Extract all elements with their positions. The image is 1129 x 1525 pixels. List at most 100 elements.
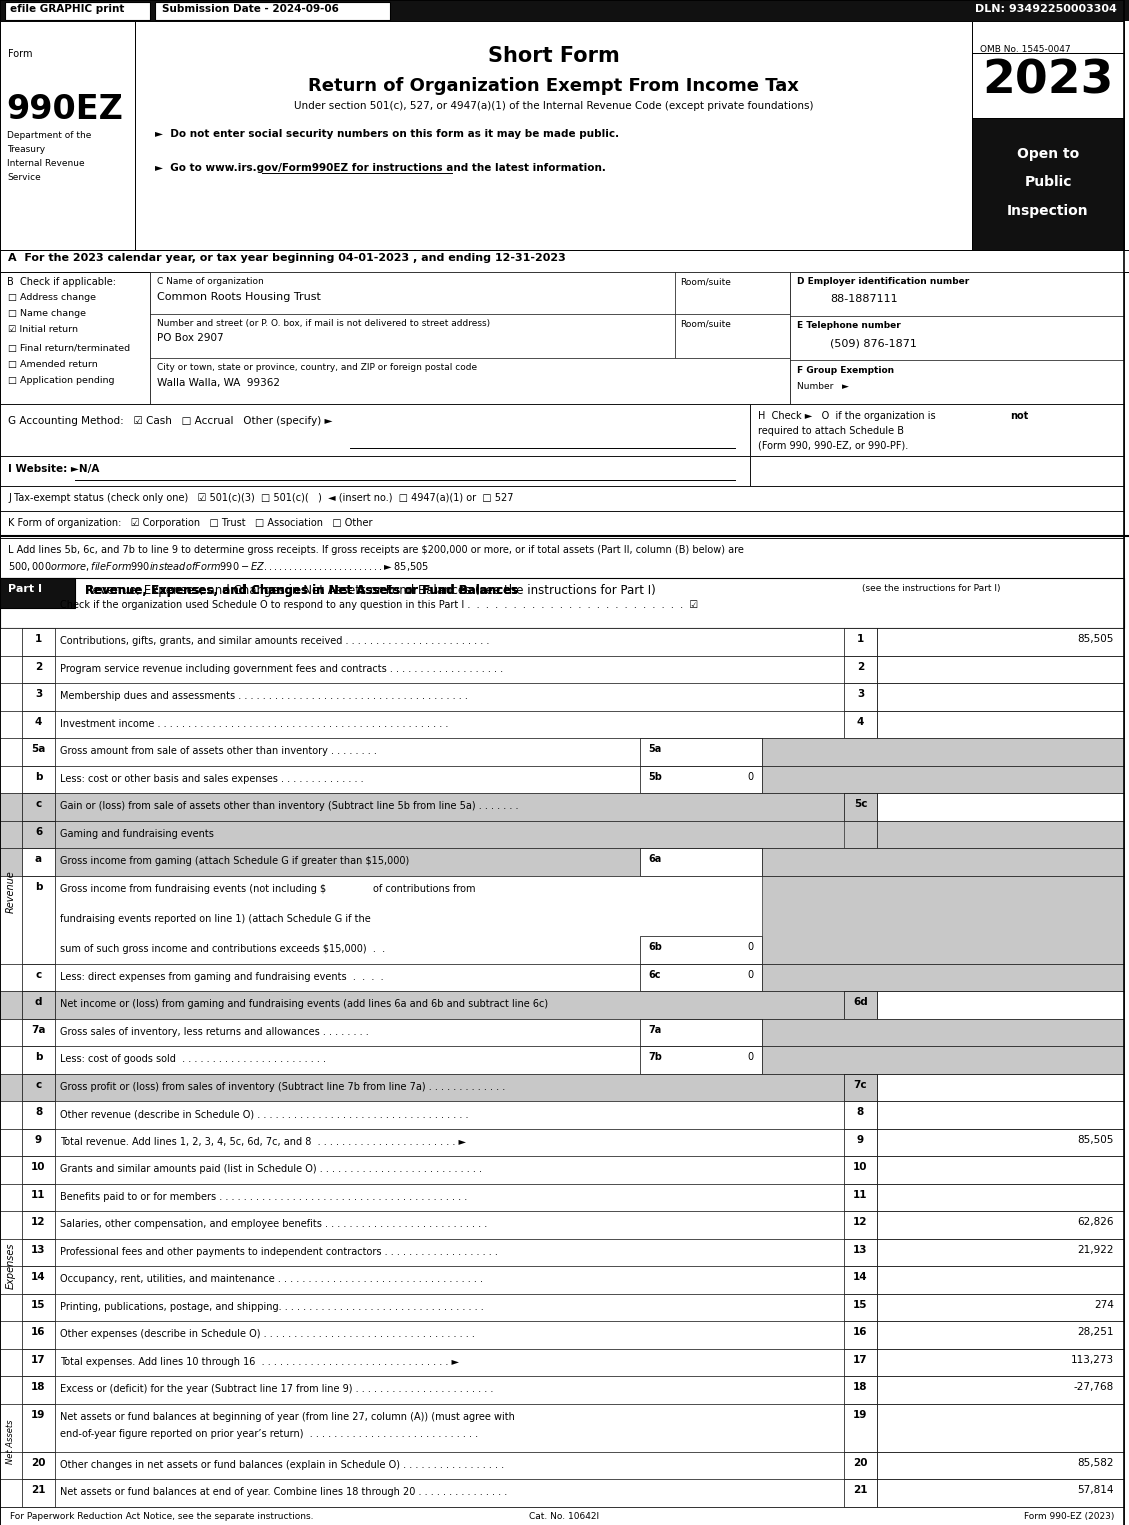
Text: not: not: [1010, 412, 1029, 421]
Text: City or town, state or province, country, and ZIP or foreign postal code: City or town, state or province, country…: [157, 363, 478, 372]
Text: 4: 4: [35, 717, 42, 726]
Bar: [0, 1046, 1124, 1074]
Text: Gain or (loss) from sale of assets other than inventory (Subtract line 5b from l: Gain or (loss) from sale of assets other…: [60, 801, 518, 811]
Bar: [844, 628, 877, 656]
Text: 10: 10: [854, 1162, 868, 1173]
Bar: [790, 316, 1124, 360]
Text: Gross income from fundraising events (not including $               of contribut: Gross income from fundraising events (no…: [60, 883, 475, 894]
Text: 20: 20: [854, 1458, 868, 1467]
Text: 6c: 6c: [648, 970, 660, 979]
Bar: [762, 766, 1124, 793]
Text: 7a: 7a: [648, 1025, 662, 1034]
Bar: [844, 991, 877, 1019]
Text: Gross amount from sale of assets other than inventory . . . . . . . .: Gross amount from sale of assets other t…: [60, 746, 377, 756]
Text: fundraising events reported on line 1) (attach Schedule G if the: fundraising events reported on line 1) (…: [60, 913, 370, 924]
Bar: [844, 1266, 877, 1293]
Text: 21: 21: [854, 1485, 868, 1494]
Text: Walla Walla, WA  99362: Walla Walla, WA 99362: [157, 378, 280, 387]
Text: 21,922: 21,922: [1077, 1244, 1114, 1255]
Text: Less: direct expenses from gaming and fundraising events  .  .  .  .: Less: direct expenses from gaming and fu…: [60, 971, 384, 982]
Text: 9: 9: [857, 1135, 864, 1144]
Bar: [844, 1101, 877, 1128]
Text: 12: 12: [32, 1217, 46, 1228]
Bar: [844, 656, 877, 683]
Bar: [877, 793, 1124, 820]
Text: Less: cost of goods sold  . . . . . . . . . . . . . . . . . . . . . . . .: Less: cost of goods sold . . . . . . . .…: [60, 1054, 326, 1064]
Text: 28,251: 28,251: [1077, 1327, 1114, 1337]
Text: 113,273: 113,273: [1071, 1354, 1114, 1365]
Text: Less: cost or other basis and sales expenses . . . . . . . . . . . . . .: Less: cost or other basis and sales expe…: [60, 773, 364, 784]
Bar: [0, 1507, 1124, 1525]
Bar: [21, 766, 55, 793]
Text: F Group Exemption: F Group Exemption: [797, 366, 894, 375]
Text: 16: 16: [32, 1327, 46, 1337]
Bar: [0, 991, 1124, 1019]
Bar: [0, 628, 21, 1156]
Text: 16: 16: [854, 1327, 868, 1337]
Text: 5a: 5a: [32, 744, 45, 753]
Text: b: b: [35, 881, 42, 892]
Bar: [790, 271, 1124, 316]
Text: 7a: 7a: [32, 1025, 46, 1034]
Text: Occupancy, rent, utilities, and maintenance . . . . . . . . . . . . . . . . . . : Occupancy, rent, utilities, and maintena…: [60, 1273, 483, 1284]
Text: Treasury: Treasury: [7, 145, 45, 154]
Text: Benefits paid to or for members . . . . . . . . . . . . . . . . . . . . . . . . : Benefits paid to or for members . . . . …: [60, 1191, 467, 1202]
Text: Revenue, Expenses, and Changes in Net Assets or Fund Balances: Revenue, Expenses, and Changes in Net As…: [85, 584, 518, 596]
Bar: [762, 964, 1124, 991]
Text: Total revenue. Add lines 1, 2, 3, 4, 5c, 6d, 7c, and 8  . . . . . . . . . . . . : Total revenue. Add lines 1, 2, 3, 4, 5c,…: [60, 1136, 466, 1147]
Bar: [0, 766, 1124, 793]
Text: □ Address change: □ Address change: [8, 293, 96, 302]
Bar: [150, 271, 675, 314]
Bar: [0, 1156, 21, 1376]
Bar: [150, 271, 790, 404]
Text: A  For the 2023 calendar year, or tax year beginning 04-01-2023 , and ending 12-: A For the 2023 calendar year, or tax yea…: [8, 253, 566, 262]
Text: ☑ Initial return: ☑ Initial return: [8, 325, 78, 334]
Text: H  Check ►   O  if the organization is: H Check ► O if the organization is: [758, 412, 938, 421]
Text: Excess or (deficit) for the year (Subtract line 17 from line 9) . . . . . . . . : Excess or (deficit) for the year (Subtra…: [60, 1385, 493, 1394]
Text: Gross profit or (loss) from sales of inventory (Subtract line 7b from line 7a) .: Gross profit or (loss) from sales of inv…: [60, 1081, 506, 1092]
Bar: [21, 683, 55, 711]
Bar: [0, 271, 150, 404]
Bar: [844, 1211, 877, 1238]
Text: □ Name change: □ Name change: [8, 310, 86, 319]
Bar: [844, 1479, 877, 1507]
Text: 0: 0: [747, 942, 754, 952]
Bar: [0, 1074, 1124, 1101]
Text: 18: 18: [854, 1382, 868, 1392]
Text: Professional fees and other payments to independent contractors . . . . . . . . : Professional fees and other payments to …: [60, 1246, 498, 1257]
Text: □ Amended return: □ Amended return: [8, 360, 98, 369]
Text: (Form 990, 990-EZ, or 990-PF).: (Form 990, 990-EZ, or 990-PF).: [758, 441, 908, 451]
Bar: [877, 1321, 1124, 1348]
Bar: [0, 711, 1124, 738]
Bar: [877, 711, 1124, 738]
Text: Number   ►: Number ►: [797, 381, 849, 390]
Text: 6d: 6d: [854, 997, 868, 1006]
Bar: [21, 1266, 55, 1293]
Bar: [21, 1074, 55, 1101]
Bar: [640, 964, 762, 991]
Text: c: c: [35, 1080, 42, 1089]
Text: Total expenses. Add lines 10 through 16  . . . . . . . . . . . . . . . . . . . .: Total expenses. Add lines 10 through 16 …: [60, 1357, 460, 1366]
Text: required to attach Schedule B: required to attach Schedule B: [758, 425, 904, 436]
Bar: [150, 314, 675, 358]
Bar: [21, 1479, 55, 1507]
Text: Revenue: Revenue: [6, 871, 16, 913]
Text: Common Roots Housing Trust: Common Roots Housing Trust: [157, 291, 321, 302]
Bar: [0, 404, 750, 456]
Bar: [844, 1348, 877, 1376]
Text: 274: 274: [1094, 1299, 1114, 1310]
Text: Return of Organization Exempt From Income Tax: Return of Organization Exempt From Incom…: [308, 76, 799, 95]
Text: Form: Form: [8, 49, 33, 59]
Bar: [21, 848, 55, 875]
Bar: [877, 1156, 1124, 1183]
Text: Gross sales of inventory, less returns and allowances . . . . . . . .: Gross sales of inventory, less returns a…: [60, 1026, 369, 1037]
Text: 2: 2: [857, 662, 864, 671]
Bar: [762, 738, 1124, 766]
Text: 18: 18: [32, 1382, 46, 1392]
Bar: [877, 820, 1124, 848]
Text: 62,826: 62,826: [1077, 1217, 1114, 1228]
Bar: [0, 964, 1124, 991]
Text: 15: 15: [32, 1299, 46, 1310]
Text: 9: 9: [35, 1135, 42, 1144]
Bar: [21, 1019, 55, 1046]
